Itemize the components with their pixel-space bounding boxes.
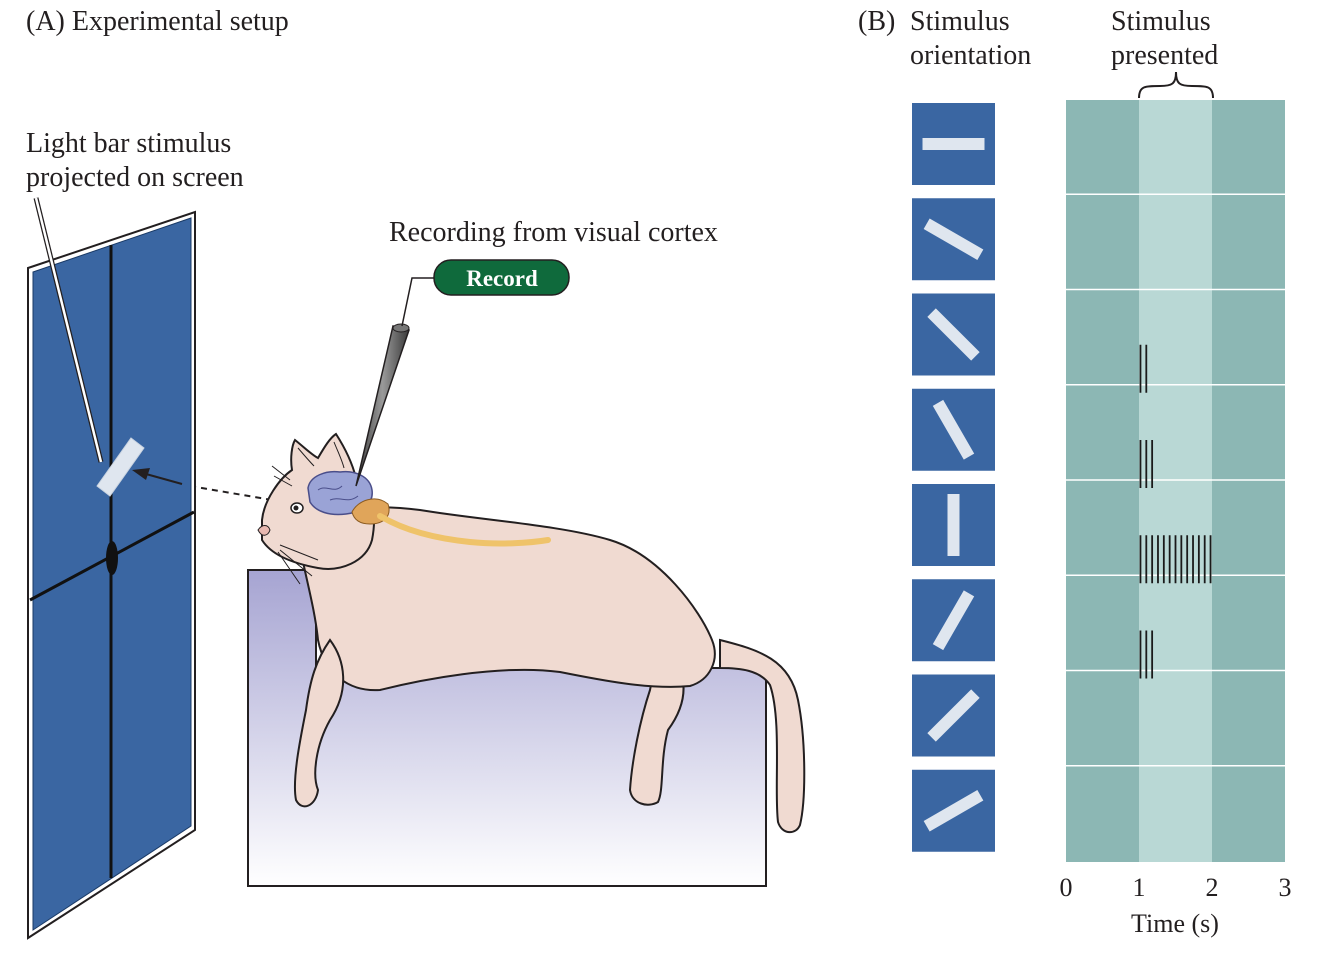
- stimulus-label-line1: Light bar stimulus: [26, 128, 231, 159]
- panel-a-title: (A) Experimental setup: [26, 6, 289, 37]
- panel-b-label: (B): [858, 6, 895, 37]
- x-tick-1: 1: [1133, 873, 1146, 902]
- orientation-tile: [912, 388, 995, 471]
- orientation-bar: [947, 494, 960, 556]
- stimulus-window: [1139, 100, 1212, 862]
- spinal-cord: [377, 513, 551, 547]
- orientation-tile: [912, 674, 995, 757]
- cat: [257, 432, 806, 834]
- light-bar-stimulus: [96, 437, 145, 497]
- presented-header-line1: Stimulus: [1111, 6, 1211, 37]
- orientation-tile: [912, 103, 995, 185]
- orientation-bar: [932, 399, 975, 460]
- electrode: [355, 277, 436, 487]
- orientation-bar: [932, 590, 975, 651]
- raster-plot: [1066, 100, 1285, 862]
- presented-header-line2: presented: [1111, 40, 1218, 71]
- orientation-header-line1: Stimulus: [910, 6, 1010, 37]
- gaze-arrow: [132, 468, 183, 485]
- record-button[interactable]: Record: [433, 259, 570, 296]
- gaze-line: [195, 486, 273, 501]
- orientation-header-line2: orientation: [910, 40, 1031, 71]
- stimulus-brace: [1138, 71, 1214, 99]
- stimulus-pointer-line: [33, 197, 104, 463]
- x-axis-label: Time (s): [1131, 909, 1219, 938]
- x-tick-2: 2: [1206, 873, 1219, 902]
- orientation-tile: [912, 484, 995, 566]
- orientation-tile: [912, 293, 995, 376]
- orientation-tile: [912, 769, 995, 852]
- orientation-tiles: [912, 103, 995, 852]
- fixation-point: [106, 541, 118, 575]
- orientation-bar: [927, 689, 980, 742]
- orientation-bar: [927, 308, 980, 361]
- stimulus-label-line2: projected on screen: [26, 162, 244, 193]
- orientation-bar: [922, 138, 985, 150]
- orientation-bar: [923, 790, 984, 832]
- projection-screen: [27, 210, 196, 940]
- x-tick-3: 3: [1279, 873, 1292, 902]
- x-tick-0: 0: [1060, 873, 1073, 902]
- recording-label: Recording from visual cortex: [389, 217, 718, 248]
- orientation-bar: [923, 218, 984, 260]
- record-button-label: Record: [466, 266, 538, 291]
- orientation-tile: [912, 579, 995, 662]
- orientation-tile: [912, 198, 995, 281]
